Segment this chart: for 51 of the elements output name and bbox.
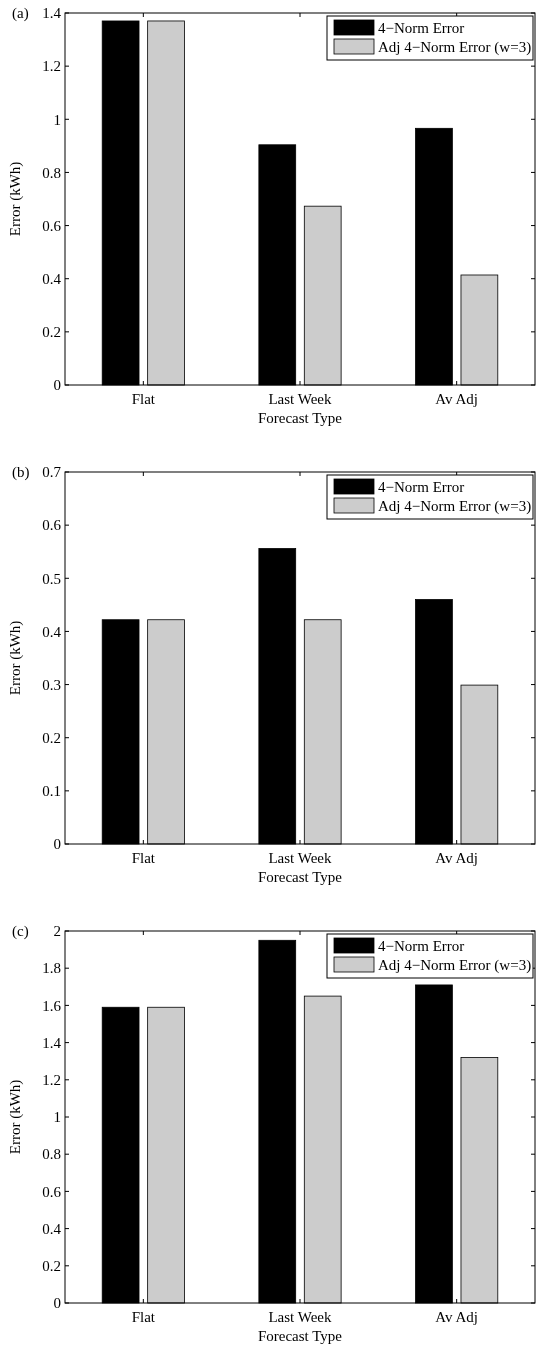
y-tick-label: 0.3: [42, 676, 61, 693]
y-tick-label: 1.6: [42, 997, 62, 1014]
y-tick-label: 0.5: [42, 570, 61, 587]
x-tick-label: Flat: [131, 850, 156, 866]
y-tick-label: 0.1: [42, 783, 61, 800]
x-axis-title: Forecast Type: [257, 1328, 343, 1344]
chart-title: (c): [12, 923, 29, 940]
y-tick-label: 0.2: [42, 1258, 61, 1275]
x-axis-title: Forecast Type: [257, 869, 343, 885]
y-tick-label: 0.7: [42, 464, 62, 481]
y-tick-label: 0: [53, 1295, 61, 1312]
y-axis-title: Error (kWh): [7, 620, 24, 696]
y-tick-label: 1.4: [42, 5, 62, 22]
y-axis-title: Error (kWh): [7, 1079, 24, 1155]
y-tick-label: 0.6: [42, 217, 62, 234]
x-axis-title: Forecast Type: [257, 410, 343, 426]
y-tick-label: 0.4: [42, 270, 62, 287]
y-tick-label: 0.2: [42, 324, 61, 341]
y-tick-label: 0: [53, 836, 61, 853]
x-tick-label: Flat: [131, 1309, 156, 1325]
y-tick-label: 0.6: [42, 1183, 62, 1200]
chart-title: (b): [12, 464, 30, 481]
y-tick-label: 1.8: [42, 960, 61, 977]
y-tick-label: 0.2: [42, 729, 61, 746]
y-tick-label: 0.4: [42, 1220, 62, 1237]
x-tick-label: Av Adj: [435, 1309, 478, 1325]
x-tick-label: Last Week: [268, 391, 333, 407]
y-tick-label: 1.4: [42, 1034, 62, 1051]
chart-title: (a): [12, 5, 29, 22]
y-axis-title: Error (kWh): [7, 161, 24, 237]
y-tick-label: 0.8: [42, 164, 61, 181]
legend-label: 4−Norm Error: [378, 479, 465, 495]
legend-label: 4−Norm Error: [378, 20, 465, 36]
x-tick-label: Last Week: [268, 1309, 333, 1325]
x-tick-label: Av Adj: [435, 391, 478, 407]
legend-label: Adj 4−Norm Error (w=3): [378, 957, 532, 974]
x-tick-label: Last Week: [268, 850, 333, 866]
y-tick-label: 1.2: [42, 1072, 61, 1089]
y-tick-label: 0.6: [42, 517, 62, 534]
y-tick-label: 2: [53, 923, 61, 940]
x-tick-label: Flat: [131, 391, 156, 407]
y-tick-label: 1: [53, 111, 61, 128]
y-tick-label: 1.2: [42, 58, 61, 75]
y-tick-label: 0: [53, 377, 61, 394]
x-tick-label: Av Adj: [435, 850, 478, 866]
y-tick-label: 0.4: [42, 623, 62, 640]
legend-label: Adj 4−Norm Error (w=3): [378, 39, 532, 56]
legend-label: 4−Norm Error: [378, 938, 465, 954]
y-tick-label: 1: [53, 1109, 61, 1126]
y-tick-label: 0.8: [42, 1146, 61, 1163]
legend-label: Adj 4−Norm Error (w=3): [378, 498, 532, 515]
